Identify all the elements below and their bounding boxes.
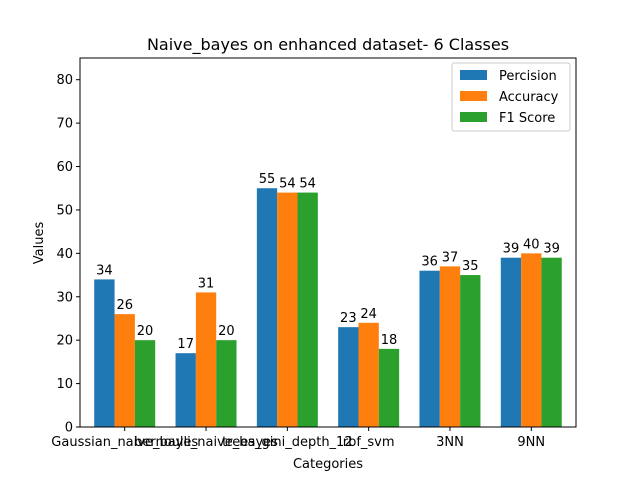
- bar-percision: [94, 279, 115, 427]
- plot-frame: [79, 57, 577, 428]
- x-tick-label: rbf_svm: [343, 435, 395, 450]
- bar-value-label: 55: [259, 172, 276, 187]
- chart-title: Naive_bayes on enhanced dataset- 6 Class…: [147, 35, 509, 55]
- x-tick-label: 3NN: [436, 435, 464, 450]
- bar-accuracy: [114, 314, 135, 427]
- x-tick-label: 9NN: [517, 435, 545, 450]
- y-tick-label: 80: [56, 73, 73, 88]
- bar-percision: [338, 327, 359, 427]
- y-tick-label: 50: [56, 203, 73, 218]
- bar-value-label: 23: [340, 311, 357, 326]
- bar-percision: [500, 257, 522, 427]
- legend-swatch: [460, 70, 487, 80]
- x-tick-label: bernoulli_naive_bayes: [134, 435, 278, 450]
- bar-value-label: 20: [137, 324, 154, 339]
- legend-swatch: [460, 91, 487, 101]
- x-axis-label: Categories: [293, 457, 363, 472]
- bar-accuracy: [277, 192, 298, 427]
- y-tick-label: 20: [56, 334, 73, 349]
- y-tick-label: 70: [56, 117, 73, 132]
- y-axis-label: Values: [32, 222, 47, 265]
- bar-f1-score: [134, 340, 156, 427]
- bar-f1-score: [460, 275, 481, 427]
- bar-value-label: 24: [360, 307, 377, 322]
- bar-value-label: 39: [503, 242, 520, 257]
- legend-label: F1 Score: [499, 111, 555, 126]
- bar-value-label: 39: [543, 242, 560, 257]
- bar-f1-score: [541, 257, 562, 427]
- x-tick-label: Gaussian_naive_bayes: [51, 435, 198, 450]
- bar-percision: [419, 270, 440, 427]
- bar-value-label: 35: [462, 259, 479, 274]
- y-tick-label: 40: [56, 247, 73, 262]
- y-tick-label: 30: [56, 290, 73, 305]
- bar-value-label: 37: [442, 250, 459, 265]
- bar-accuracy: [358, 322, 379, 427]
- bar-percision: [175, 353, 196, 427]
- bar-value-label: 40: [523, 237, 540, 252]
- plot-area: 34 17 55 23 36 39 26 31 54 24 37 40 20 20 54 18 35 39 0 10 2…: [51, 57, 577, 450]
- bar-percision: [256, 188, 278, 427]
- bar-accuracy: [521, 253, 542, 427]
- bar-accuracy: [439, 266, 461, 427]
- y-tick-label: 10: [56, 377, 73, 392]
- bar-value-label: 54: [299, 177, 316, 192]
- legend-swatch: [460, 112, 487, 122]
- bar-value-label: 36: [421, 255, 438, 270]
- bar-f1-score: [216, 340, 237, 427]
- bar-value-label: 34: [96, 263, 113, 278]
- bar-f1-score: [378, 348, 400, 427]
- y-tick-label: 0: [65, 421, 73, 436]
- bar-f1-score: [297, 192, 318, 427]
- legend-label: Percision: [499, 69, 557, 84]
- bar-value-label: 26: [116, 298, 133, 313]
- bar-value-label: 18: [381, 333, 398, 348]
- bar-value-label: 31: [198, 276, 215, 291]
- bar-value-label: 17: [177, 337, 194, 352]
- bar-accuracy: [195, 292, 217, 427]
- x-tick-label: trees_gini_depth_12: [222, 435, 353, 450]
- bar-value-label: 54: [279, 177, 296, 192]
- legend: Percision Accuracy F1 Score: [451, 62, 571, 132]
- y-tick-label: 60: [56, 160, 73, 175]
- legend-label: Accuracy: [499, 90, 559, 105]
- bar-value-label: 20: [218, 324, 235, 339]
